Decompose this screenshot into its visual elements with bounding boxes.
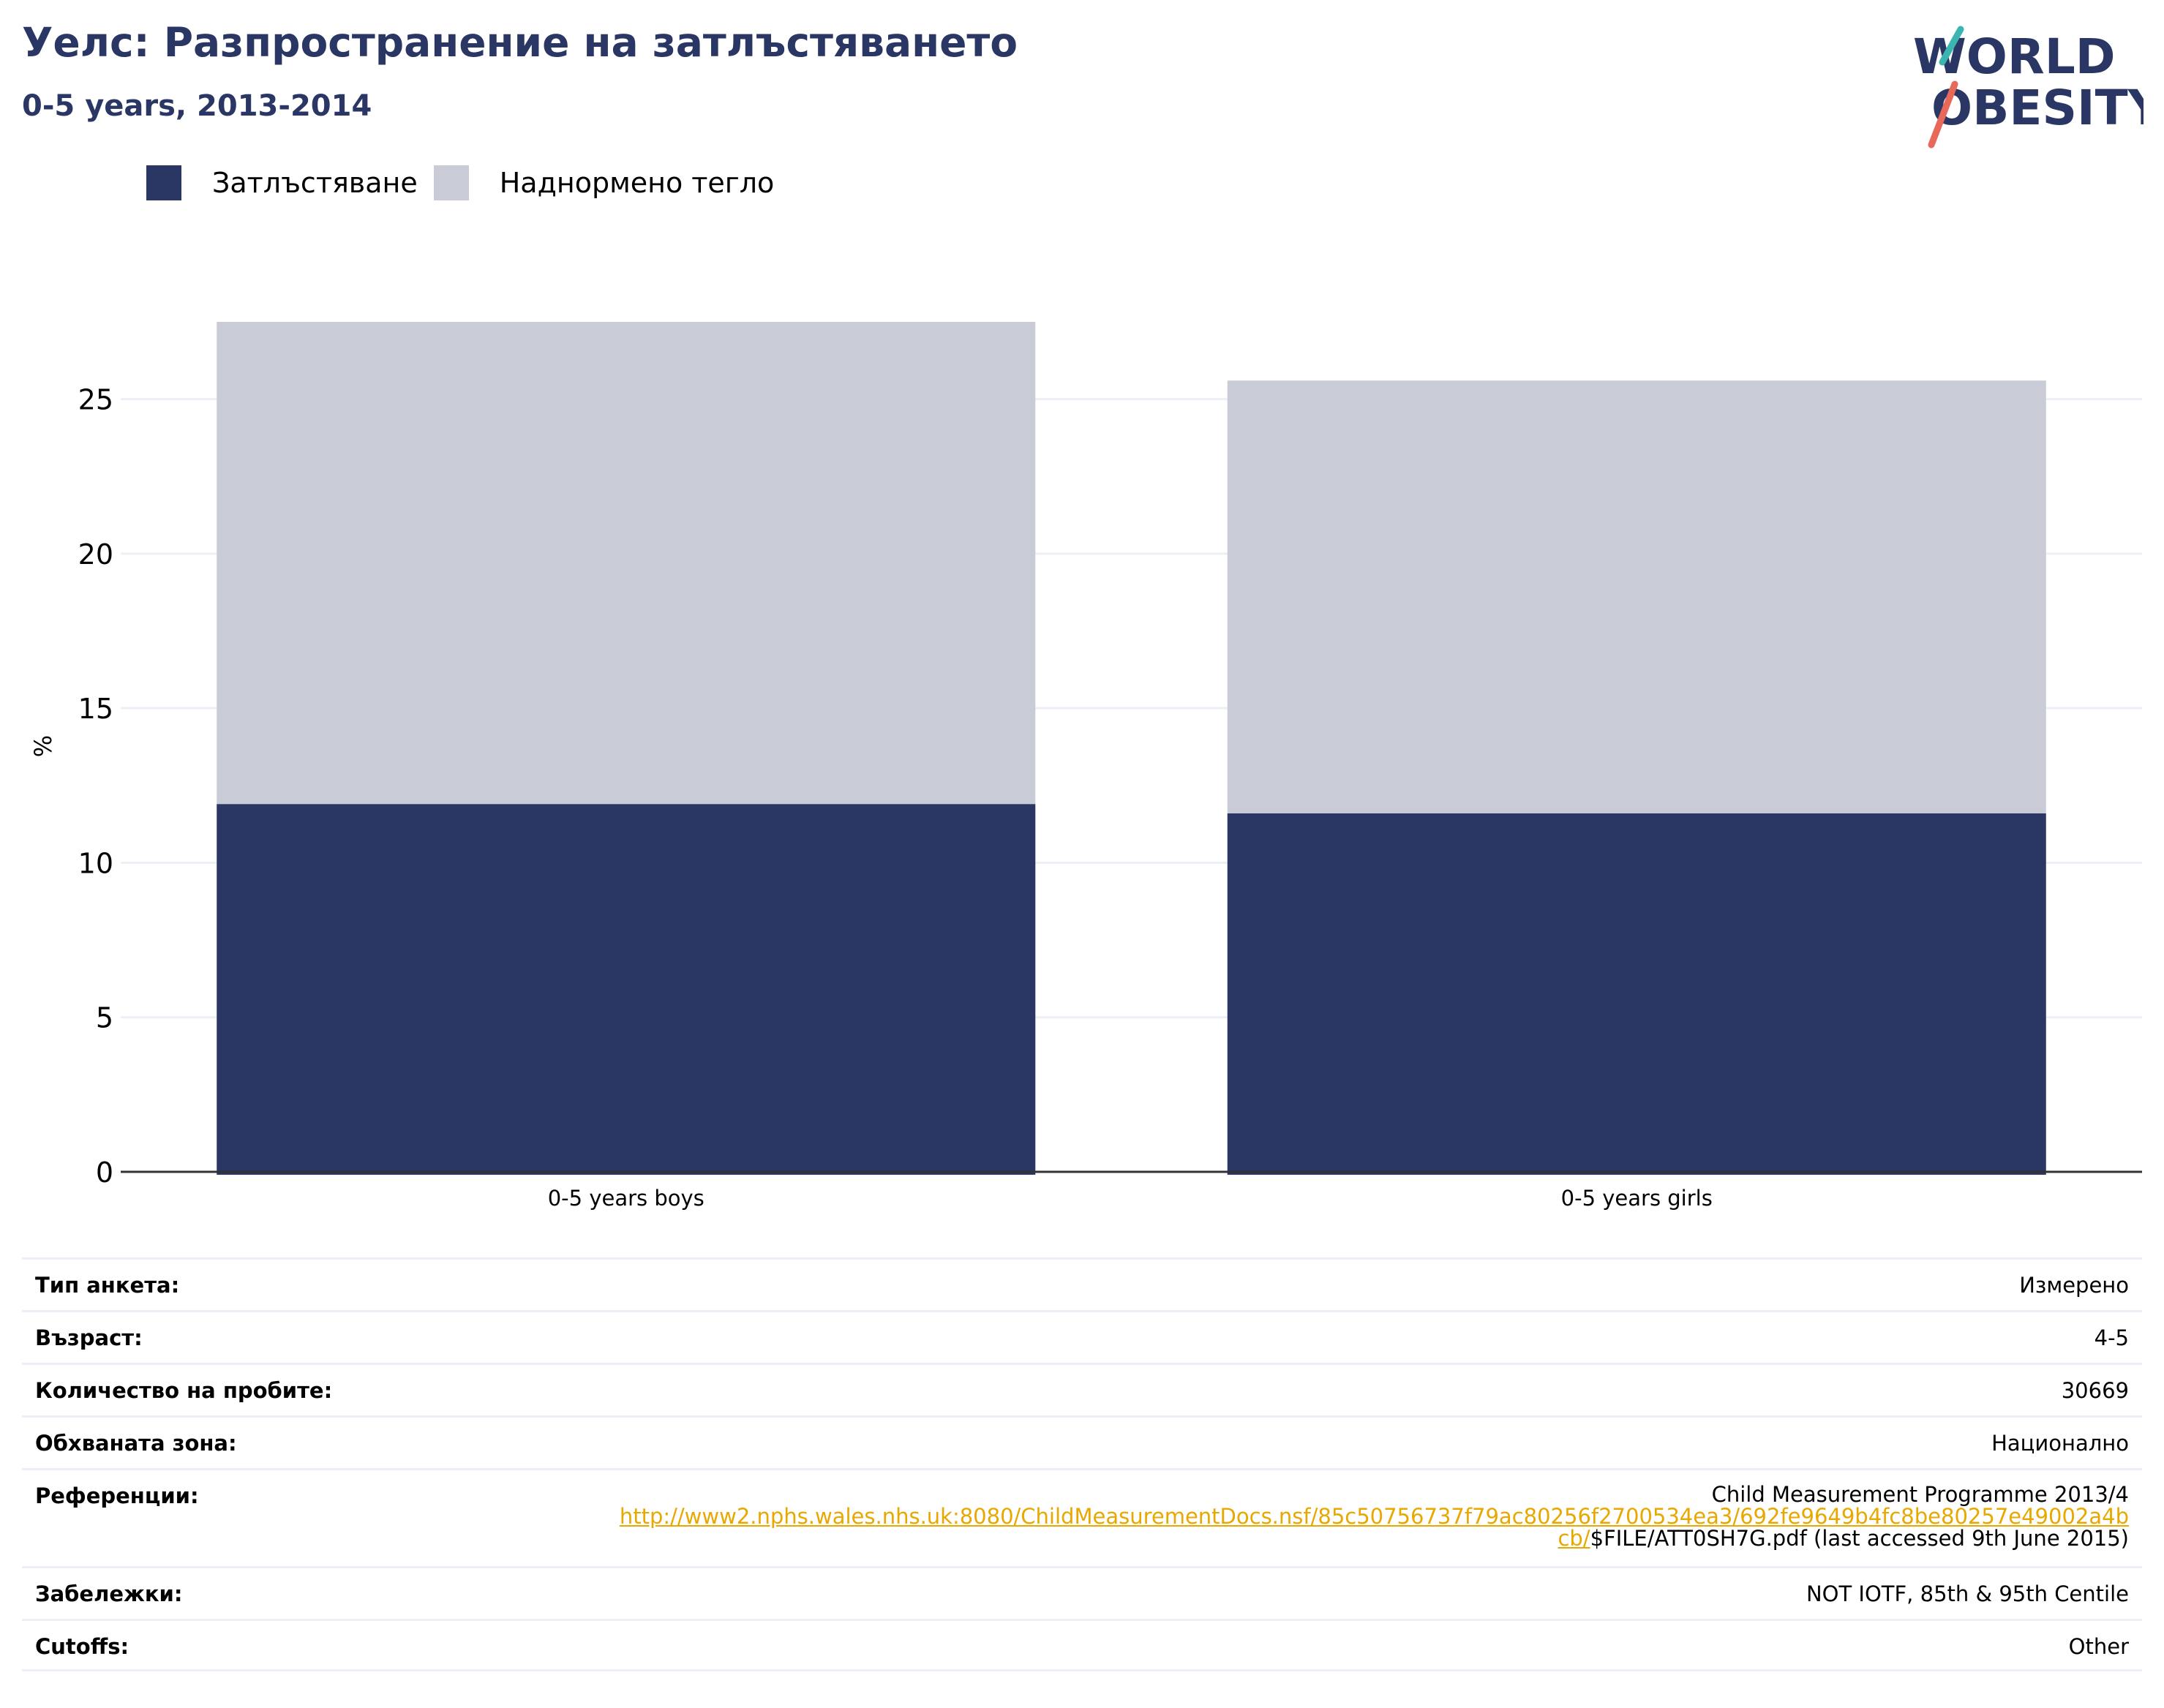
y-tick-label: 25: [78, 384, 113, 416]
bar-overweight-1: [1227, 380, 2046, 813]
reference-link[interactable]: http://www2.nphs.wales.nhs.uk:8080/Child…: [619, 1504, 2129, 1529]
info-value: NOT IOTF, 85th & 95th Centile: [1806, 1581, 2129, 1606]
reference-text: Child Measurement Programme 2013/4: [1711, 1482, 2129, 1507]
info-row-survey-type: Тип анкета: Измерено: [22, 1257, 2142, 1310]
world-obesity-logo: WORLD OBESITY: [1913, 26, 2144, 148]
y-axis-label: %: [29, 735, 57, 757]
legend-label-obesity: Затлъстяване: [212, 167, 418, 199]
y-tick-label: 5: [96, 1002, 113, 1034]
info-label: Възраст:: [35, 1325, 143, 1350]
chart-subtitle: 0-5 years, 2013-2014: [22, 89, 372, 123]
info-label: Забележки:: [35, 1581, 183, 1606]
info-row-cutoffs: Cutoffs: Other: [22, 1619, 2142, 1671]
bar-obesity-1: [1227, 813, 2046, 1175]
info-row-area: Обхваната зона: Национално: [22, 1415, 2142, 1468]
logo-word-2: OBESITY: [1931, 80, 2144, 136]
y-tick-labels: 0 5 10 15 20 25: [78, 384, 113, 1189]
y-tick-label: 10: [78, 847, 113, 879]
legend-swatch-obesity: [146, 165, 181, 200]
x-tick-labels: 0-5 years boys 0-5 years girls: [548, 1186, 1713, 1211]
bars: [217, 322, 2046, 1175]
info-row-notes: Забележки: NOT IOTF, 85th & 95th Centile: [22, 1566, 2142, 1619]
info-label: Количество на пробите:: [35, 1378, 333, 1403]
x-tick-label: 0-5 years boys: [548, 1186, 705, 1211]
x-tick-label: 0-5 years girls: [1561, 1186, 1713, 1211]
info-label: Cutoffs:: [35, 1634, 129, 1659]
info-label: Референции:: [35, 1483, 199, 1508]
bar-obesity-0: [217, 804, 1036, 1175]
legend-item-obesity: Затлъстяване: [146, 165, 418, 200]
info-row-sample-size: Количество на пробите: 30669: [22, 1363, 2142, 1415]
legend-swatch-overweight: [433, 165, 469, 200]
reference-tail: $FILE/ATT0SH7G.pdf (last accessed 9th Ju…: [1590, 1526, 2129, 1551]
info-label: Тип анкета:: [35, 1273, 180, 1298]
info-label: Обхваната зона:: [35, 1431, 237, 1456]
info-value: 30669: [2061, 1378, 2129, 1403]
chart-title: Уелс: Разпространение на затлъстяването: [22, 19, 1018, 66]
survey-info-table: Тип анкета: Измерено Възраст: 4-5 Количе…: [22, 1257, 2142, 1671]
info-value: 4-5: [2094, 1325, 2129, 1350]
legend-item-overweight: Наднормено тегло: [433, 165, 775, 200]
info-value: Измерено: [2019, 1273, 2129, 1298]
bar-overweight-0: [217, 322, 1036, 805]
info-value: Национално: [1991, 1431, 2129, 1456]
info-value-references: Child Measurement Programme 2013/4 http:…: [620, 1483, 2129, 1549]
info-value: Other: [2068, 1634, 2129, 1659]
info-row-references: Референции: Child Measurement Programme …: [22, 1468, 2142, 1566]
reference-link-continued[interactable]: cb/: [1558, 1526, 1590, 1551]
stacked-bar-chart: 0 5 10 15 20 25 0-5 years boys 0-5 years girls…: [29, 322, 2142, 1211]
y-tick-label: 0: [96, 1156, 113, 1189]
chart-legend: Затлъстяване Наднормено тегло: [146, 165, 790, 200]
info-row-age: Възраст: 4-5: [22, 1310, 2142, 1363]
y-tick-label: 20: [78, 538, 113, 571]
legend-label-overweight: Наднормено тегло: [499, 167, 775, 199]
y-tick-label: 15: [78, 693, 113, 725]
